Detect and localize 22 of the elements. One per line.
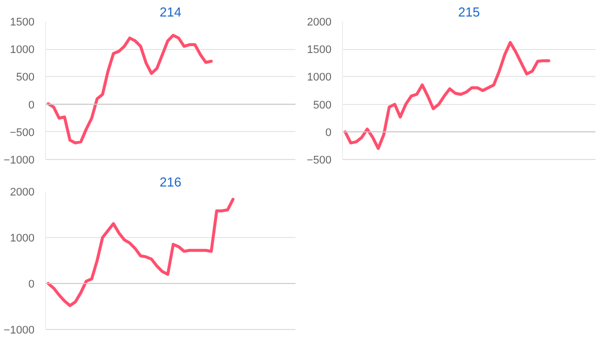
y-tick-label: −1000	[4, 324, 35, 336]
y-tick-label: 1000	[10, 232, 35, 244]
chart-title: 215	[458, 4, 480, 20]
y-tick-label: −1000	[4, 154, 35, 166]
line-series	[46, 34, 213, 144]
y-tick-label: 1000	[307, 72, 332, 84]
y-tick-label: 500	[313, 99, 332, 112]
y-tick-label: 0	[325, 126, 332, 139]
chart-title: 216	[160, 174, 182, 190]
y-tick-label: 500	[16, 72, 35, 84]
y-tick-label: −500	[10, 126, 35, 139]
line-series	[344, 40, 550, 150]
y-tick-label: 2000	[307, 16, 332, 28]
y-tick-label: 0	[28, 99, 35, 112]
line-series	[46, 198, 234, 308]
y-tick-label: 1500	[307, 44, 332, 56]
y-tick-label: 1500	[10, 16, 35, 28]
chart-title: 214	[160, 4, 182, 20]
y-tick-label: 0	[28, 278, 35, 290]
y-tick-label: −500	[306, 154, 332, 166]
y-tick-label: 2000	[10, 186, 35, 198]
y-tick-label: 1000	[10, 44, 35, 56]
